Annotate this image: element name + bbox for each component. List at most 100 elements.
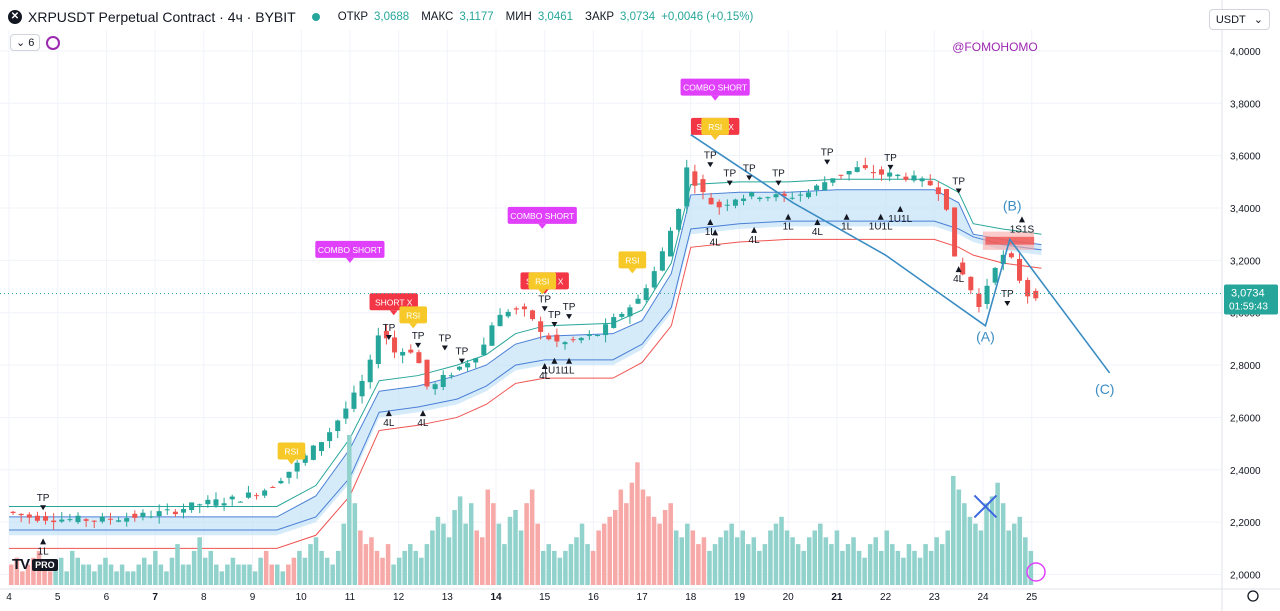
candle-body xyxy=(700,179,706,193)
indicator-toggle[interactable]: ⌄ 6 xyxy=(10,34,41,51)
candle xyxy=(164,503,170,515)
volume-bar xyxy=(579,523,585,585)
candle-body xyxy=(440,374,446,387)
candle-body xyxy=(976,293,982,307)
volume-bar xyxy=(191,550,197,585)
tp-label: TP xyxy=(1001,289,1014,300)
tp-label: TP xyxy=(952,176,965,187)
volume-bar xyxy=(153,550,158,585)
volume-bar xyxy=(757,550,762,585)
x-tick-label: 9 xyxy=(250,592,256,603)
y-tick-label: 3,4000 xyxy=(1230,204,1261,215)
candle xyxy=(611,313,617,329)
band-lower-line xyxy=(9,238,1042,549)
candle-body xyxy=(676,208,682,230)
candle-body xyxy=(838,174,844,176)
volume-bar xyxy=(58,557,64,585)
candle xyxy=(245,485,251,499)
volume-bar xyxy=(53,564,58,585)
candle-body xyxy=(189,502,195,511)
candle xyxy=(75,512,81,524)
candle xyxy=(700,174,706,200)
candle xyxy=(367,354,373,389)
candle-body xyxy=(870,172,876,174)
candle-body xyxy=(854,167,860,172)
candle xyxy=(935,181,941,201)
candle xyxy=(943,188,949,212)
candle-body xyxy=(335,420,341,432)
candle-body xyxy=(270,487,276,489)
candle-body xyxy=(757,197,763,200)
tp-down-arrow-icon xyxy=(415,342,422,348)
volume-bar xyxy=(413,550,419,585)
signal-text: COMBO SHORT xyxy=(318,245,382,255)
candle xyxy=(91,520,97,529)
x-tick-label: 15 xyxy=(539,592,551,603)
candle-body xyxy=(968,276,974,291)
candle-body xyxy=(943,189,949,210)
elliott-wave-line xyxy=(690,134,1111,374)
candle-body xyxy=(992,267,998,283)
volume-bar xyxy=(646,496,651,585)
volume-bar xyxy=(97,564,103,585)
tp-down-arrow-icon xyxy=(746,175,753,181)
entry-label: 1L xyxy=(705,227,717,238)
candle xyxy=(424,359,430,390)
candle-body xyxy=(180,509,187,513)
candle-body xyxy=(91,520,97,522)
volume-bar xyxy=(779,516,784,585)
chevron-down-icon: ⌄ xyxy=(16,37,26,49)
volume-bar xyxy=(103,557,108,585)
candle-body xyxy=(562,342,568,345)
volume-bar xyxy=(679,537,685,585)
volume-bar xyxy=(502,544,507,585)
candle xyxy=(213,492,219,508)
volume-bar xyxy=(962,503,967,585)
sync-icon[interactable] xyxy=(46,35,61,50)
volume-bar xyxy=(546,544,552,585)
candle xyxy=(221,497,227,511)
candle xyxy=(124,512,130,527)
candle-body xyxy=(781,193,787,197)
volume-bar xyxy=(984,503,989,585)
close-label: ЗАКР xyxy=(585,11,615,23)
y-tick-label: 3,2000 xyxy=(1230,256,1261,267)
currency-selector[interactable]: USDT ⌄ xyxy=(1208,9,1270,30)
candle xyxy=(984,278,990,310)
volume-bar xyxy=(474,530,480,585)
candle xyxy=(456,366,462,371)
entry-label: 1L xyxy=(563,366,575,377)
candle-body xyxy=(716,201,722,208)
candle-body xyxy=(586,334,592,336)
candle xyxy=(237,501,243,503)
wave-label: (C) xyxy=(1095,381,1114,397)
tp-down-arrow-icon xyxy=(1004,301,1011,307)
volume-bar xyxy=(119,564,125,585)
volume-bar xyxy=(197,537,202,585)
candle xyxy=(830,178,836,187)
l-up-arrow-icon xyxy=(551,357,558,364)
tp-label: TP xyxy=(563,302,576,313)
candle-body xyxy=(448,375,454,377)
volume-bar xyxy=(114,571,119,585)
candle-body xyxy=(75,515,81,523)
candle-body xyxy=(132,513,138,518)
signal-text: RSI xyxy=(406,310,420,320)
signal-rsi-label: RSI xyxy=(618,251,647,274)
candle xyxy=(757,196,763,202)
pro-badge: PRO xyxy=(32,558,58,571)
symbol-title[interactable]: XRPUSDT Perpetual Contract · 4ч · BYBIT xyxy=(28,9,296,25)
candle-body xyxy=(611,317,617,328)
volume-bar xyxy=(380,557,385,585)
volume-bar xyxy=(989,496,995,585)
candle-body xyxy=(424,359,430,387)
volume-bar xyxy=(734,537,740,585)
candle-body xyxy=(692,171,698,186)
l-up-arrow-icon xyxy=(566,357,573,364)
x-tick-label: 22 xyxy=(880,592,892,603)
candle xyxy=(879,166,885,181)
volume-bar xyxy=(396,557,402,585)
volume-bar xyxy=(524,503,529,585)
chart-header: ✕ XRPUSDT Perpetual Contract · 4ч · BYBI… xyxy=(8,9,753,25)
